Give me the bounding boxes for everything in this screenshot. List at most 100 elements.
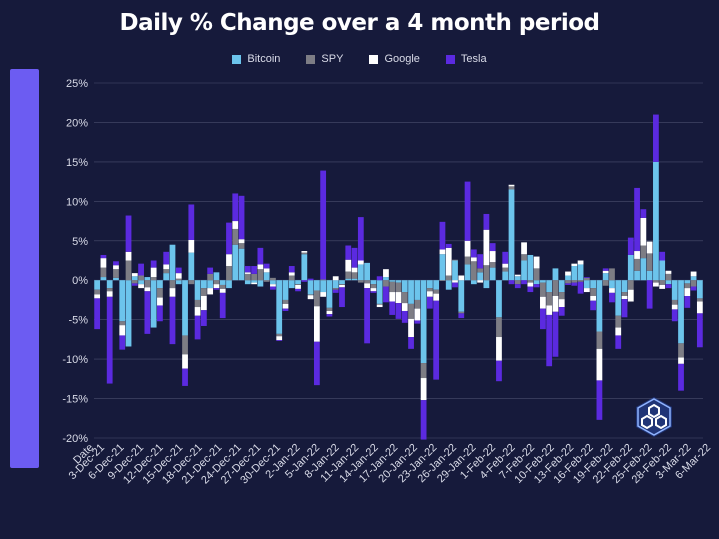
bar-spy-6-Mar-22 bbox=[690, 280, 697, 287]
bar-tesla-24-Dec-21 bbox=[238, 195, 245, 240]
y-tick-label: 15% bbox=[66, 157, 88, 169]
bar-bitcoin-26-Feb-22 bbox=[640, 258, 647, 281]
bar-tesla-21-Dec-21 bbox=[219, 292, 226, 319]
bar-bitcoin-7-Jan-22 bbox=[326, 280, 333, 308]
bar-tesla-18-Jan-22 bbox=[395, 303, 402, 319]
bar-spy-19-Feb-22 bbox=[596, 331, 603, 349]
bar-bitcoin-1-Feb-22 bbox=[483, 280, 490, 289]
bar-bitcoin-3-Mar-22 bbox=[671, 280, 678, 300]
bar-spy-24-Dec-21 bbox=[238, 243, 245, 249]
bar-spy-4-Mar-22 bbox=[678, 343, 684, 358]
bar-tesla-28-Jan-22 bbox=[458, 313, 465, 319]
bar-google-2-Feb-22 bbox=[489, 251, 496, 263]
bar-tesla-20-Feb-22 bbox=[602, 268, 609, 271]
y-tick-label: -20% bbox=[62, 433, 88, 445]
bar-tesla-1-Dec-21 bbox=[94, 298, 101, 330]
bar-bitcoin-13-Dec-21 bbox=[169, 244, 176, 281]
bar-spy-26-Jan-22 bbox=[445, 275, 452, 281]
bar-spy-21-Dec-21 bbox=[219, 284, 226, 289]
bar-bitcoin-20-Feb-22 bbox=[602, 273, 609, 281]
bar-spy-12-Feb-22 bbox=[552, 280, 559, 296]
bar-google-25-Dec-21 bbox=[244, 272, 251, 274]
bar-bitcoin-10-Dec-21 bbox=[150, 280, 157, 328]
bar-bitcoin-1-Mar-22 bbox=[659, 260, 666, 281]
bar-bitcoin-1-Jan-22 bbox=[288, 280, 295, 289]
bar-google-25-Feb-22 bbox=[634, 251, 640, 259]
bar-google-26-Feb-22 bbox=[640, 217, 647, 246]
bar-spy-3-Dec-21 bbox=[106, 288, 113, 292]
bar-bitcoin-9-Jan-22 bbox=[339, 280, 345, 285]
bar-spy-28-Feb-22 bbox=[653, 280, 659, 283]
y-tick-label: -5% bbox=[68, 315, 88, 327]
bar-tesla-23-Dec-21 bbox=[232, 193, 239, 222]
bar-tesla-20-Dec-21 bbox=[213, 288, 220, 290]
bar-bitcoin-15-Dec-21 bbox=[182, 280, 188, 336]
bar-spy-27-Dec-21 bbox=[257, 269, 264, 281]
bar-spy-18-Jan-22 bbox=[395, 282, 402, 293]
bar-spy-1-Mar-22 bbox=[659, 280, 666, 285]
bar-bitcoin-16-Dec-21 bbox=[188, 252, 195, 281]
bar-bitcoin-30-Jan-22 bbox=[470, 280, 477, 285]
bar-google-7-Dec-21 bbox=[131, 273, 138, 277]
bar-tesla-21-Feb-22 bbox=[609, 292, 615, 303]
y-tick-label: 20% bbox=[66, 117, 88, 129]
bar-bitcoin-6-Feb-22 bbox=[514, 276, 521, 281]
bar-tesla-29-Dec-21 bbox=[270, 286, 276, 290]
legend-item-google: Google bbox=[369, 53, 420, 65]
bar-spy-2-Dec-21 bbox=[100, 267, 107, 278]
bar-spy-3-Feb-22 bbox=[496, 317, 502, 338]
bar-spy-7-Jan-22 bbox=[326, 307, 333, 311]
bar-bitcoin-17-Dec-21 bbox=[194, 280, 201, 300]
bar-tesla-3-Mar-22 bbox=[671, 309, 678, 322]
bar-tesla-4-Feb-22 bbox=[502, 251, 509, 264]
bar-spy-1-Dec-21 bbox=[94, 289, 101, 295]
bar-google-21-Jan-22 bbox=[414, 308, 421, 321]
bar-tesla-6-Jan-22 bbox=[320, 170, 327, 280]
bar-bitcoin-5-Jan-22 bbox=[313, 280, 320, 291]
bar-spy-28-Dec-21 bbox=[263, 280, 270, 282]
bar-tesla-28-Feb-22 bbox=[653, 114, 659, 162]
legend-item-bitcoin: Bitcoin bbox=[232, 53, 280, 65]
bar-tesla-3-Jan-22 bbox=[301, 280, 308, 282]
bar-bitcoin-23-Feb-22 bbox=[621, 280, 628, 293]
bar-spy-27-Feb-22 bbox=[646, 253, 653, 271]
bar-tesla-5-Dec-21 bbox=[119, 335, 126, 350]
bar-tesla-14-Dec-21 bbox=[175, 267, 182, 274]
bar-bitcoin-16-Jan-22 bbox=[383, 277, 389, 281]
bar-spy-13-Jan-22 bbox=[364, 280, 370, 284]
bar-bitcoin-2-Mar-22 bbox=[665, 280, 672, 285]
bar-bitcoin-27-Jan-22 bbox=[452, 260, 458, 281]
chart-legend: Bitcoin SPY Google Tesla bbox=[0, 53, 719, 65]
bar-bitcoin-13-Feb-22 bbox=[558, 280, 565, 293]
bar-bitcoin-25-Feb-22 bbox=[634, 270, 640, 281]
bar-bitcoin-24-Dec-21 bbox=[238, 248, 245, 281]
bar-tesla-13-Dec-21 bbox=[169, 296, 176, 345]
bar-tesla-2-Jan-22 bbox=[295, 288, 301, 292]
bar-google-15-Dec-21 bbox=[182, 354, 188, 369]
bar-spy-25-Dec-21 bbox=[244, 273, 251, 281]
bar-google-30-Jan-22 bbox=[470, 257, 477, 262]
bar-google-24-Dec-21 bbox=[238, 239, 245, 244]
bar-bitcoin-4-Dec-21 bbox=[113, 277, 119, 281]
bar-tesla-31-Dec-21 bbox=[282, 308, 289, 311]
bar-tesla-1-Jan-22 bbox=[288, 266, 295, 273]
y-tick-label: 25% bbox=[66, 78, 88, 90]
bar-bitcoin-19-Feb-22 bbox=[596, 280, 603, 332]
bar-bitcoin-27-Dec-21 bbox=[257, 280, 264, 287]
bar-google-10-Jan-22 bbox=[345, 259, 352, 272]
bar-tesla-30-Dec-21 bbox=[276, 340, 283, 341]
bar-tesla-11-Dec-21 bbox=[157, 305, 163, 322]
bar-tesla-28-Dec-21 bbox=[263, 263, 270, 269]
bar-tesla-8-Dec-21 bbox=[138, 263, 144, 276]
bar-tesla-7-Mar-22 bbox=[696, 313, 703, 348]
bar-spy-21-Feb-22 bbox=[609, 268, 615, 281]
bar-google-18-Dec-21 bbox=[200, 296, 207, 311]
bar-google-19-Jan-22 bbox=[401, 303, 408, 311]
legend-swatch-bitcoin bbox=[232, 54, 242, 64]
bar-tesla-15-Dec-21 bbox=[182, 368, 188, 386]
bar-spy-9-Dec-21 bbox=[144, 280, 151, 288]
bar-tesla-9-Dec-21 bbox=[144, 291, 151, 334]
bar-google-12-Feb-22 bbox=[552, 296, 559, 312]
bar-google-2-Jan-22 bbox=[295, 284, 301, 289]
bar-bitcoin-29-Dec-21 bbox=[270, 280, 276, 285]
